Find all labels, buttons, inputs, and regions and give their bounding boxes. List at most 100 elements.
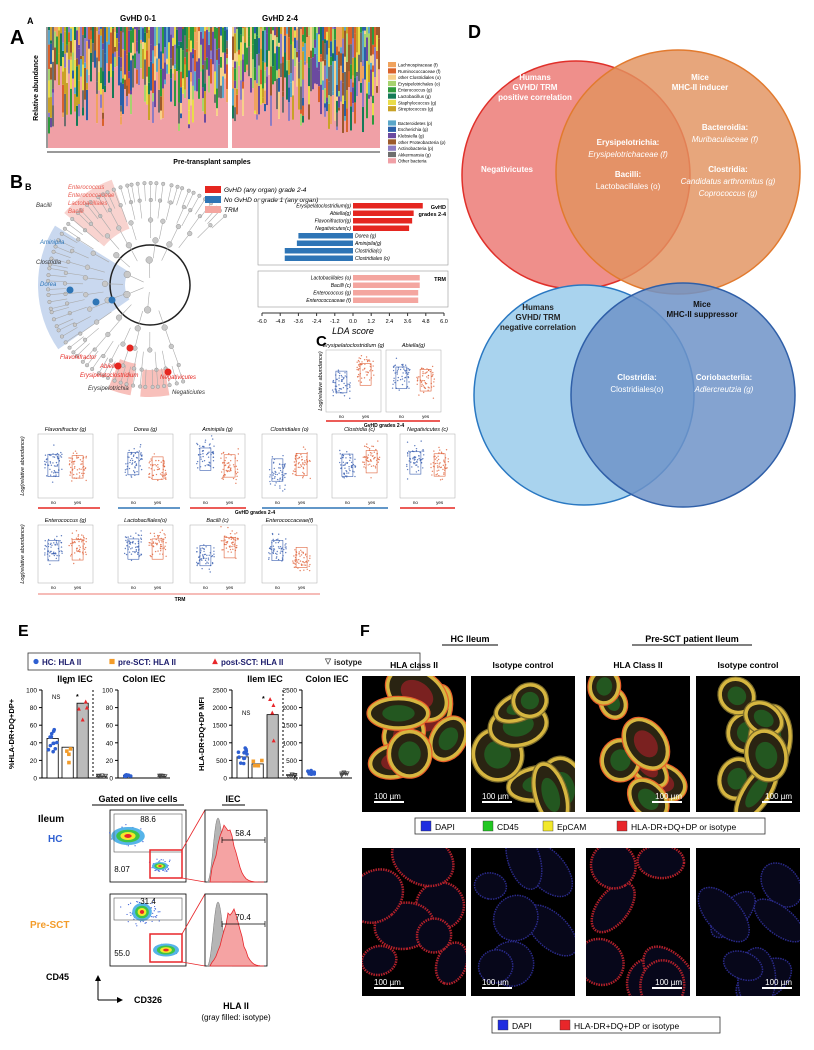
abundance-stripe — [310, 58, 312, 92]
data-point — [222, 478, 225, 480]
data-point — [225, 547, 228, 549]
gate — [149, 933, 183, 963]
data-point — [53, 551, 55, 553]
data-point — [272, 552, 275, 555]
abundance-stripe — [120, 82, 122, 106]
data-point — [407, 453, 409, 455]
data-point — [202, 452, 204, 455]
abundance-stripe — [322, 61, 324, 81]
abundance-stripe — [304, 61, 306, 65]
abundance-stripe — [122, 78, 124, 84]
abundance-stripe — [302, 79, 304, 98]
data-point — [416, 459, 419, 461]
data-point — [200, 456, 202, 458]
data-point — [344, 467, 346, 469]
data-point — [153, 535, 156, 537]
marker — [271, 702, 276, 707]
x-tick-label: 2.4 — [386, 319, 394, 325]
data-point — [278, 467, 280, 469]
abundance-stripe — [212, 31, 214, 65]
data-point — [78, 548, 81, 551]
data-point — [236, 475, 238, 478]
abundance-stripe — [218, 48, 220, 65]
data-point — [435, 457, 438, 459]
abundance-stripe — [178, 41, 180, 46]
data-point — [342, 454, 344, 457]
data-point — [276, 473, 278, 476]
data-point — [153, 453, 156, 455]
abundance-stripe — [146, 104, 148, 148]
abundance-stripe — [250, 52, 252, 78]
venn-label: Humans — [522, 303, 554, 312]
abundance-stripe — [272, 27, 274, 31]
marker — [212, 658, 218, 665]
data-point — [339, 461, 341, 464]
data-point — [297, 457, 299, 460]
data-point — [83, 472, 85, 475]
abundance-stripe — [168, 27, 170, 43]
abundance-stripe — [214, 71, 216, 95]
data-point — [343, 477, 345, 479]
abundance-stripe — [112, 70, 114, 99]
data-point — [273, 467, 275, 470]
abundance-stripe — [332, 91, 334, 96]
abundance-stripe — [50, 67, 52, 80]
data-point — [148, 467, 150, 469]
abundance-stripe — [204, 122, 206, 148]
data-point — [302, 471, 304, 474]
data-point — [148, 476, 150, 478]
abundance-stripe — [174, 80, 176, 107]
data-point — [159, 531, 161, 534]
abundance-stripe — [76, 96, 78, 106]
abundance-stripe — [320, 84, 322, 115]
data-point — [407, 455, 409, 457]
data-point — [413, 457, 416, 459]
clade-node — [88, 200, 93, 205]
abundance-stripe — [344, 120, 346, 148]
data-point — [431, 375, 434, 377]
bar — [353, 290, 419, 296]
data-point — [229, 548, 232, 551]
box — [409, 451, 422, 475]
gate-value: 31.4 — [140, 897, 156, 906]
abundance-stripe — [76, 30, 78, 59]
abundance-stripe — [130, 90, 132, 95]
data-point — [343, 472, 345, 475]
clade-node — [78, 208, 83, 213]
data-point — [53, 542, 55, 544]
clade-node — [134, 325, 141, 332]
abundance-stripe — [202, 27, 204, 39]
scale-bar-label: 100 µm — [765, 978, 792, 987]
crypt-edge — [626, 777, 670, 812]
data-point — [342, 456, 344, 459]
venn-label: Mice — [693, 300, 711, 309]
data-point — [438, 463, 440, 465]
data-point — [51, 471, 53, 473]
clade-node — [101, 373, 106, 378]
y-tick-label: 1500 — [213, 723, 228, 730]
legend-swatch — [388, 120, 396, 126]
abundance-stripe — [130, 94, 132, 115]
data-point — [436, 465, 439, 467]
clade-node — [56, 238, 61, 243]
data-point — [399, 378, 402, 381]
data-point — [210, 555, 213, 558]
branch — [159, 221, 164, 239]
micrograph-content — [362, 848, 466, 986]
abundance-stripe — [330, 27, 332, 42]
abundance-stripe — [320, 114, 322, 148]
gate-value: 70.4 — [235, 913, 251, 922]
data-point — [438, 446, 440, 449]
data-point — [208, 464, 210, 466]
abundance-stripe — [202, 111, 204, 148]
event — [151, 867, 153, 869]
abundance-stripe — [128, 71, 130, 79]
clade-node — [145, 256, 153, 264]
abundance-stripe — [242, 36, 244, 55]
branch — [72, 218, 87, 231]
abundance-stripe — [338, 91, 340, 97]
data-point — [406, 468, 409, 471]
abundance-stripe — [256, 35, 258, 55]
bar-label: Enterococcaceae (f) — [306, 298, 351, 304]
legend-label: Streptococcus (g) — [398, 107, 434, 112]
